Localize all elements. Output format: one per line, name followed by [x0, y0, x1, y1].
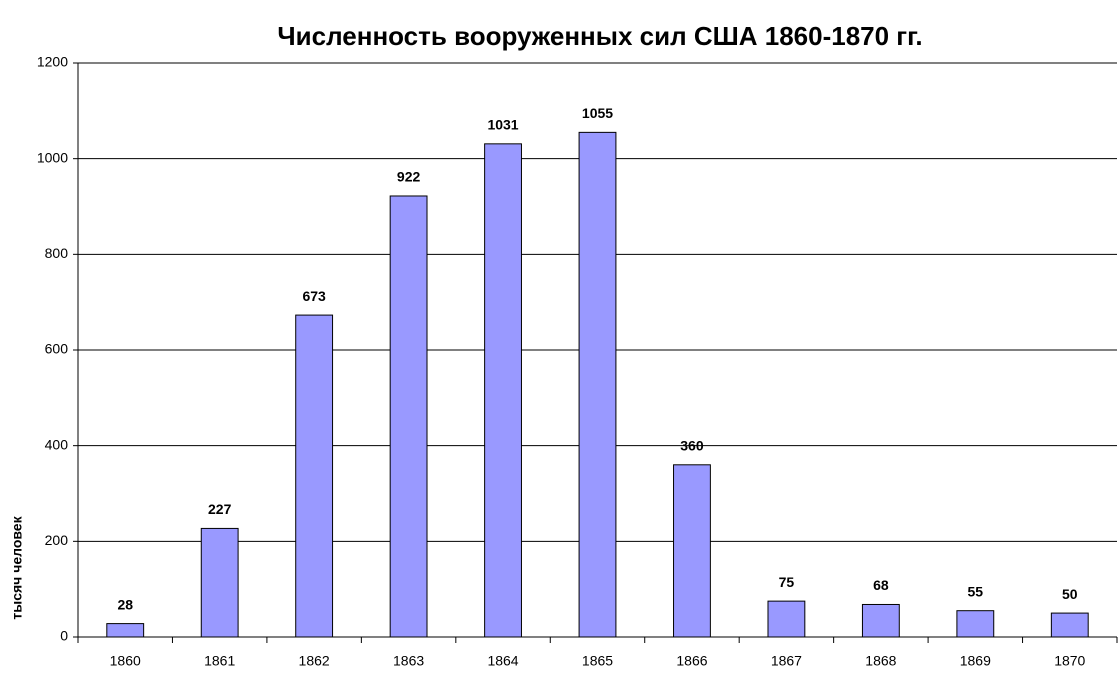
x-tick-label: 1868: [865, 653, 896, 669]
bar: [484, 143, 522, 638]
bar: [861, 603, 900, 638]
bar: [767, 600, 806, 638]
bar: [295, 314, 334, 638]
value-label: 673: [302, 288, 326, 304]
y-tick-label: 400: [45, 436, 69, 452]
y-tick-label: 600: [45, 341, 69, 357]
bar: [200, 527, 239, 638]
value-label: 55: [968, 583, 984, 599]
x-tick-label: 1866: [676, 653, 707, 669]
x-tick-label: 1865: [582, 653, 613, 669]
x-tick-label: 1862: [299, 653, 330, 669]
x-tick-label: 1870: [1054, 653, 1085, 669]
y-tick-label: 1200: [37, 54, 68, 70]
bar: [106, 623, 145, 638]
x-tick-label: 1863: [393, 653, 424, 669]
value-label: 1031: [487, 117, 518, 133]
y-tick-label: 0: [60, 628, 68, 644]
x-tick-label: 1861: [204, 653, 235, 669]
value-label: 227: [208, 501, 232, 517]
y-tick-label: 200: [45, 532, 69, 548]
y-tick-label: 800: [45, 245, 69, 261]
value-label: 922: [397, 169, 421, 185]
value-label: 75: [779, 574, 795, 590]
value-label: 50: [1062, 586, 1078, 602]
bar: [389, 195, 428, 638]
value-label: 68: [873, 577, 889, 593]
bar: [578, 131, 617, 638]
x-tick-label: 1867: [771, 653, 802, 669]
y-tick-label: 1000: [37, 149, 68, 165]
value-label: 1055: [582, 105, 613, 121]
bar: [1050, 612, 1089, 638]
x-tick-label: 1860: [110, 653, 141, 669]
bar: [673, 464, 711, 638]
x-tick-label: 1864: [487, 653, 518, 669]
chart-title: Численность вооруженных сил США 1860-187…: [277, 21, 922, 51]
y-axis-label: тысяч человек: [9, 515, 25, 619]
value-label: 360: [680, 438, 704, 454]
bar: [956, 610, 995, 638]
value-label: 28: [117, 596, 133, 612]
x-tick-label: 1869: [960, 653, 991, 669]
